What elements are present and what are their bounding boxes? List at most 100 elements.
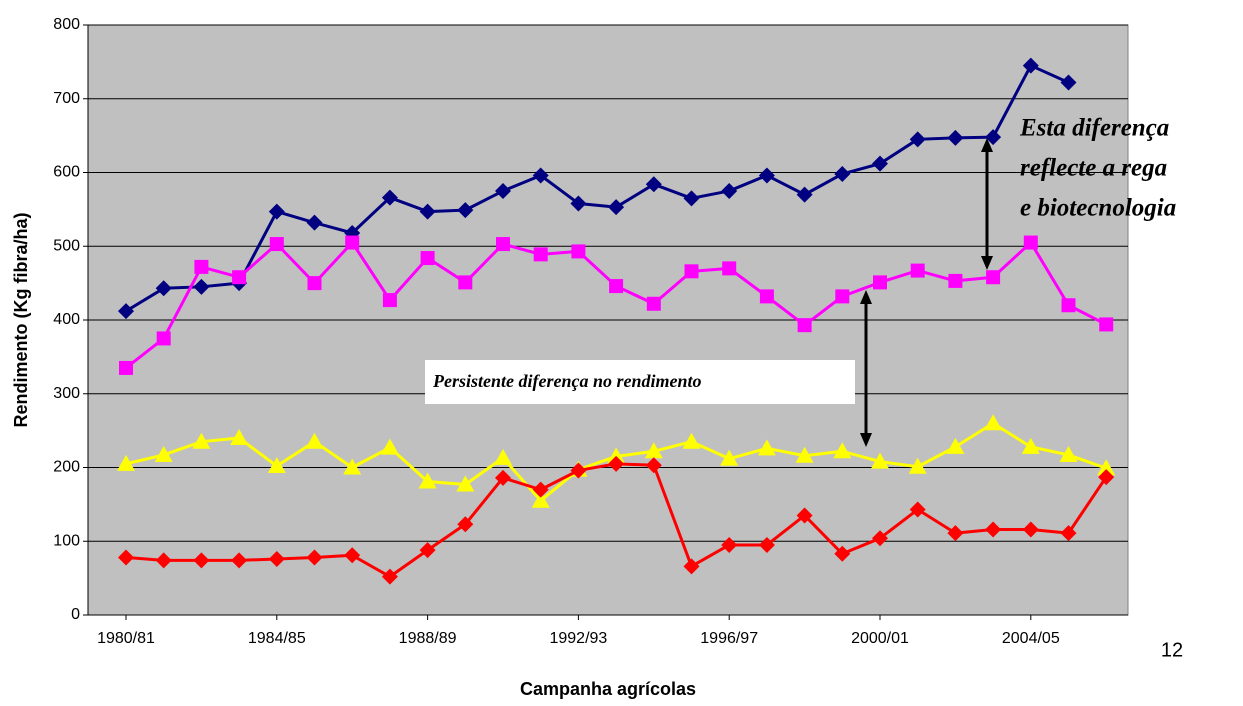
marker <box>948 273 963 288</box>
y-tick-label: 300 <box>53 385 80 402</box>
marker <box>684 264 699 279</box>
marker <box>494 448 512 465</box>
marker <box>344 547 361 564</box>
y-tick-label: 500 <box>53 237 80 254</box>
series-line <box>125 64 1070 313</box>
marker <box>381 568 398 585</box>
annotation: reflecte a rega <box>1020 155 1167 182</box>
x-tick-label: 2004/05 <box>1002 630 1060 647</box>
marker <box>1023 235 1038 250</box>
marker <box>645 457 662 474</box>
marker <box>571 244 586 259</box>
marker <box>382 293 397 308</box>
marker <box>873 275 887 290</box>
page-number: 12 <box>1161 639 1183 661</box>
marker <box>1022 57 1039 74</box>
marker <box>872 530 888 547</box>
y-tick-label: 700 <box>53 90 80 107</box>
marker <box>533 247 548 262</box>
marker <box>910 263 925 278</box>
marker <box>118 303 134 320</box>
marker <box>871 452 889 469</box>
x-tick-label: 1988/89 <box>399 630 457 647</box>
y-tick-label: 400 <box>53 311 80 328</box>
marker <box>269 237 284 252</box>
marker <box>985 521 1002 538</box>
marker <box>345 235 360 250</box>
marker <box>193 552 210 569</box>
marker <box>495 469 511 486</box>
marker <box>457 202 474 219</box>
annotation-box <box>425 360 855 404</box>
marker <box>343 458 362 475</box>
y-axis-label: Rendimento (Kg fibra/ha) <box>11 212 31 427</box>
marker <box>1061 298 1076 313</box>
marker <box>795 446 814 463</box>
marker <box>496 237 510 252</box>
marker <box>835 289 850 304</box>
marker <box>721 536 738 553</box>
marker <box>570 195 587 212</box>
x-tick-label: 1996/97 <box>700 630 758 647</box>
marker <box>986 270 1001 285</box>
marker <box>946 437 965 454</box>
marker <box>230 429 249 445</box>
marker <box>194 259 209 274</box>
marker <box>797 318 812 333</box>
marker <box>947 525 964 542</box>
marker <box>305 432 324 449</box>
marker <box>833 442 852 459</box>
marker <box>909 501 926 518</box>
marker <box>457 516 474 533</box>
marker <box>118 549 134 566</box>
marker <box>1021 437 1040 454</box>
marker <box>531 491 550 508</box>
marker <box>1060 525 1077 542</box>
marker <box>834 545 851 562</box>
marker <box>306 214 323 231</box>
marker <box>155 280 172 297</box>
marker <box>722 261 737 276</box>
marker <box>156 331 171 346</box>
marker <box>721 182 738 199</box>
marker <box>420 251 435 266</box>
marker <box>609 279 624 294</box>
marker <box>1022 521 1039 538</box>
marker <box>117 454 135 471</box>
marker <box>607 447 626 464</box>
marker <box>683 190 700 207</box>
marker <box>268 550 285 567</box>
marker <box>608 199 625 216</box>
marker <box>307 276 322 291</box>
marker <box>757 439 776 456</box>
marker <box>758 167 775 184</box>
marker <box>758 536 775 553</box>
marker <box>720 449 739 466</box>
marker <box>608 455 625 472</box>
arrow-head <box>860 433 872 447</box>
marker <box>456 475 475 492</box>
marker <box>1097 459 1116 476</box>
x-tick-label: 1980/81 <box>97 630 155 647</box>
marker <box>495 182 511 199</box>
marker <box>419 542 436 559</box>
marker <box>984 414 1003 431</box>
marker <box>418 472 437 489</box>
marker <box>645 176 662 193</box>
y-tick-label: 600 <box>53 164 80 181</box>
annotation: Persistente diferença no rendimento <box>432 371 702 391</box>
arrow-head <box>981 138 993 152</box>
annotation: Esta diferença <box>1019 115 1169 142</box>
marker <box>759 289 774 304</box>
x-axis-label: Campanha agrícolas <box>520 679 696 699</box>
marker <box>154 445 173 462</box>
y-tick-label: 100 <box>53 532 80 549</box>
x-tick-label: 1984/85 <box>248 630 306 647</box>
marker <box>796 507 813 524</box>
marker <box>232 270 247 285</box>
marker <box>419 203 436 220</box>
marker <box>532 481 549 498</box>
marker <box>834 165 851 182</box>
marker <box>1098 469 1115 486</box>
arrow-head <box>981 256 993 270</box>
